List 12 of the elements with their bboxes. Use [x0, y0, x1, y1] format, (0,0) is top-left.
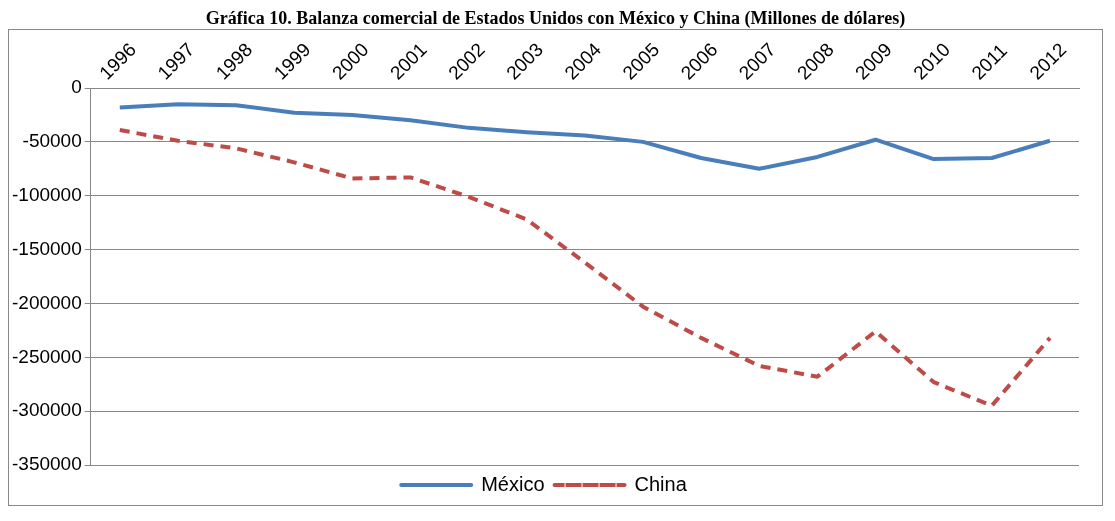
legend-label: China — [634, 472, 688, 495]
y-tick-label: -50000 — [22, 130, 82, 152]
line-series — [117, 128, 1052, 408]
legend-label: México — [481, 472, 545, 495]
y-tick-label: -300000 — [11, 399, 82, 421]
y-tick-label: -250000 — [11, 345, 82, 367]
y-tick-label: -350000 — [11, 453, 82, 475]
y-tick-label: -100000 — [11, 183, 82, 205]
chart-title: Gráfica 10. Balanza comercial de Estados Unidos con México y China (Millones de dólares) — [204, 8, 907, 29]
y-tick-label: -200000 — [11, 291, 82, 313]
y-tick-label: 0 — [71, 76, 82, 98]
y-tick-label: -150000 — [11, 237, 82, 259]
